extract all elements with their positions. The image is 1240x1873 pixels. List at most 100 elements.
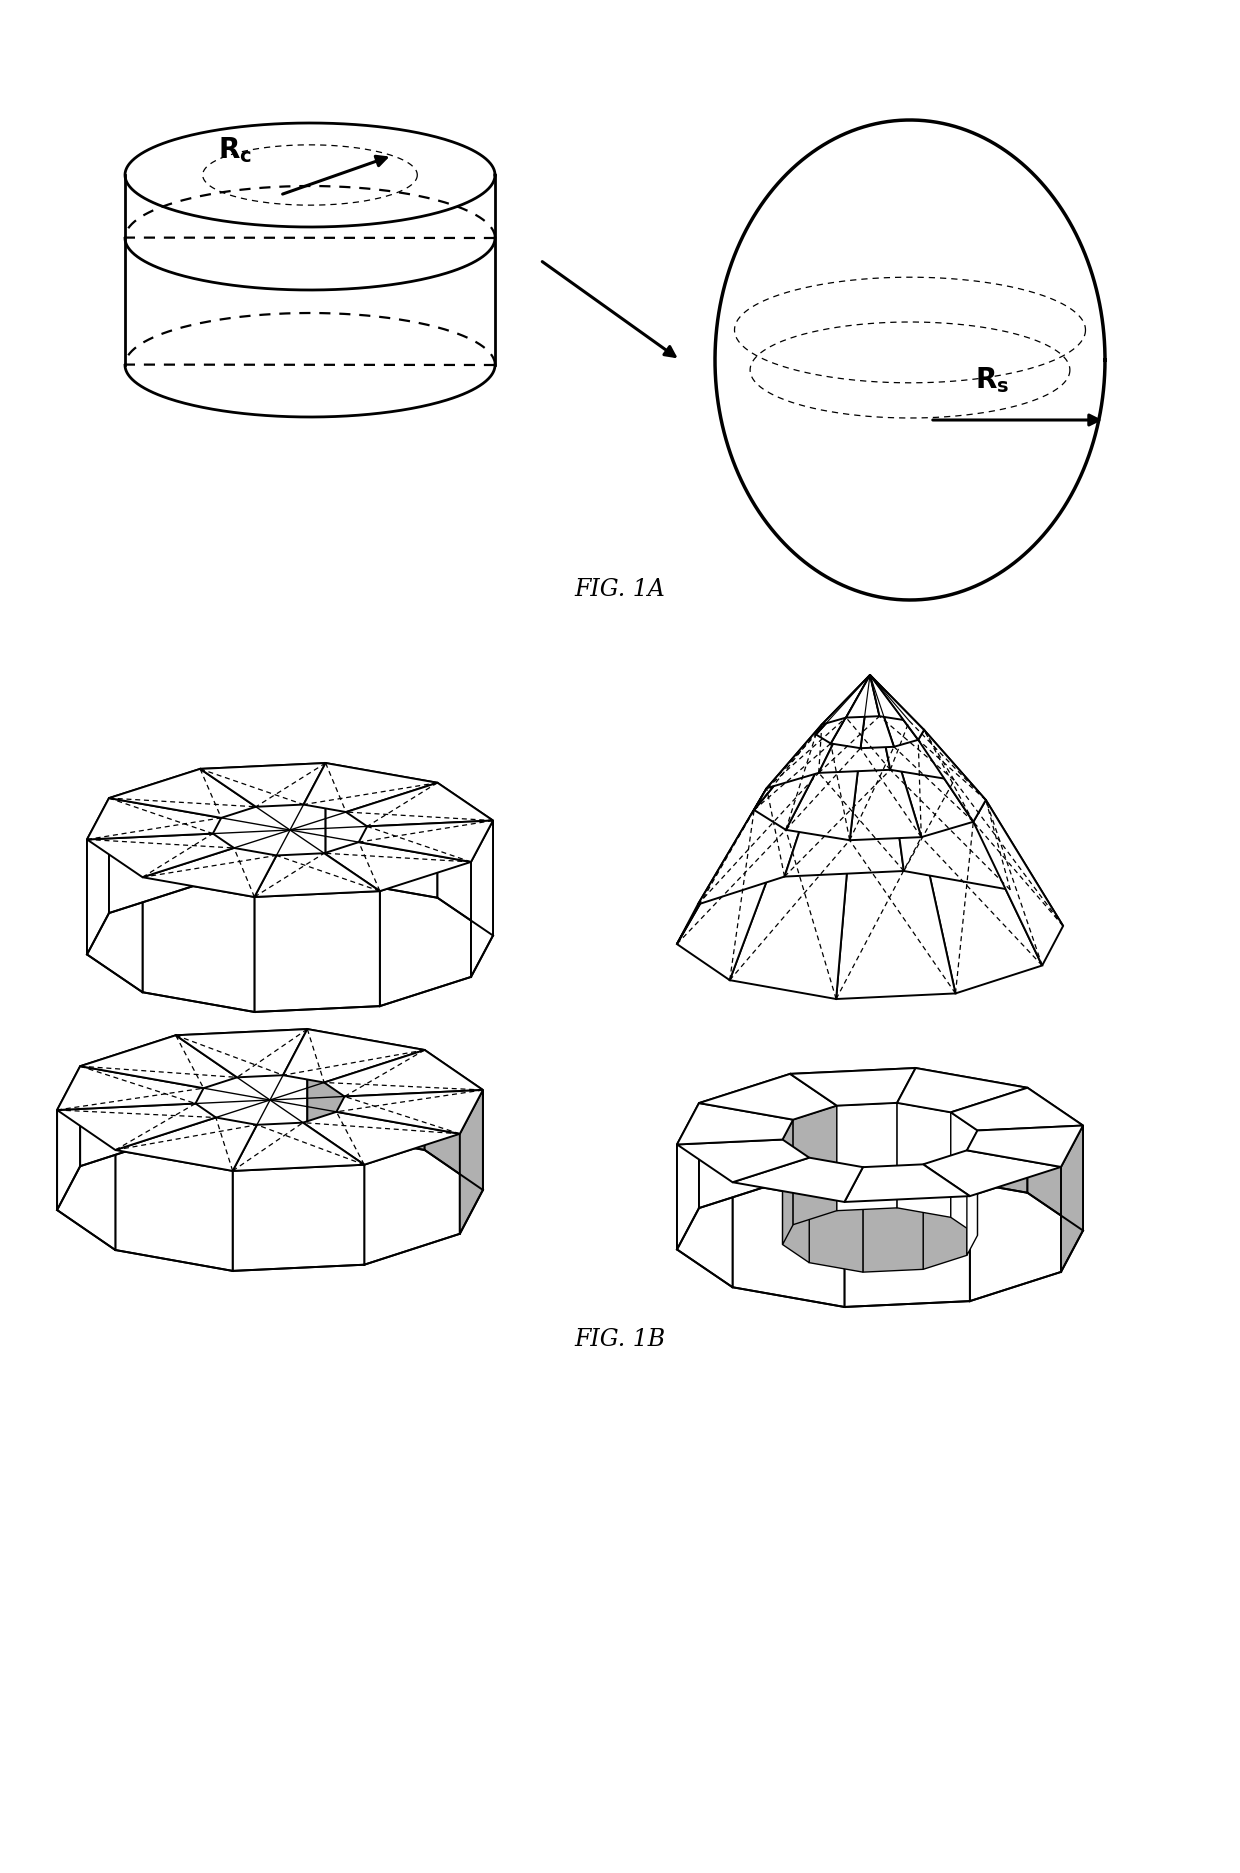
Polygon shape bbox=[677, 1139, 810, 1182]
Polygon shape bbox=[87, 798, 109, 955]
Polygon shape bbox=[816, 674, 870, 734]
Polygon shape bbox=[324, 1051, 482, 1096]
Polygon shape bbox=[733, 1182, 844, 1307]
Polygon shape bbox=[831, 674, 870, 747]
Polygon shape bbox=[844, 1197, 970, 1307]
Polygon shape bbox=[346, 783, 494, 826]
Polygon shape bbox=[733, 1158, 863, 1202]
Polygon shape bbox=[176, 1028, 308, 1077]
Polygon shape bbox=[326, 762, 438, 897]
Polygon shape bbox=[677, 809, 786, 980]
Polygon shape bbox=[794, 1105, 837, 1225]
Polygon shape bbox=[822, 674, 870, 725]
Text: $\mathbf{R_s}$: $\mathbf{R_s}$ bbox=[975, 365, 1009, 395]
Polygon shape bbox=[365, 1133, 460, 1264]
Polygon shape bbox=[57, 1066, 81, 1210]
Polygon shape bbox=[918, 730, 986, 822]
Polygon shape bbox=[844, 1165, 970, 1202]
Polygon shape bbox=[200, 762, 326, 807]
Polygon shape bbox=[870, 674, 924, 730]
Polygon shape bbox=[818, 715, 890, 774]
Polygon shape bbox=[304, 762, 438, 813]
Polygon shape bbox=[200, 762, 326, 884]
Polygon shape bbox=[754, 725, 822, 809]
Polygon shape bbox=[1061, 1126, 1083, 1272]
Polygon shape bbox=[879, 715, 954, 781]
Polygon shape bbox=[897, 1068, 1028, 1113]
Polygon shape bbox=[699, 1073, 790, 1208]
Polygon shape bbox=[782, 1139, 810, 1262]
Polygon shape bbox=[57, 1103, 216, 1150]
Polygon shape bbox=[460, 1090, 482, 1234]
Polygon shape bbox=[836, 837, 956, 998]
Polygon shape bbox=[379, 862, 471, 1006]
Polygon shape bbox=[816, 674, 870, 744]
Polygon shape bbox=[143, 848, 277, 897]
Text: FIG. 1B: FIG. 1B bbox=[574, 1328, 666, 1352]
Polygon shape bbox=[951, 1113, 977, 1236]
Polygon shape bbox=[909, 721, 986, 800]
Polygon shape bbox=[677, 789, 766, 944]
Text: $\mathbf{R_c}$: $\mathbf{R_c}$ bbox=[218, 135, 252, 165]
Polygon shape bbox=[754, 734, 831, 830]
Polygon shape bbox=[81, 1036, 176, 1167]
Polygon shape bbox=[677, 1103, 794, 1144]
Polygon shape bbox=[303, 1113, 460, 1165]
Polygon shape bbox=[358, 820, 494, 862]
Polygon shape bbox=[967, 1131, 977, 1255]
Polygon shape bbox=[324, 843, 471, 892]
Polygon shape bbox=[471, 820, 494, 978]
Polygon shape bbox=[790, 1068, 915, 1105]
Polygon shape bbox=[115, 1150, 233, 1272]
Polygon shape bbox=[897, 1103, 951, 1217]
Polygon shape bbox=[308, 1028, 424, 1150]
Polygon shape bbox=[790, 1068, 915, 1178]
Polygon shape bbox=[109, 770, 255, 819]
Polygon shape bbox=[233, 1122, 365, 1171]
Polygon shape bbox=[849, 747, 921, 841]
Polygon shape bbox=[921, 822, 1042, 993]
Polygon shape bbox=[57, 1111, 115, 1249]
Polygon shape bbox=[923, 1150, 967, 1270]
Polygon shape bbox=[87, 833, 234, 877]
Polygon shape bbox=[254, 892, 379, 1011]
Polygon shape bbox=[766, 717, 846, 789]
Polygon shape bbox=[336, 1090, 482, 1133]
Polygon shape bbox=[861, 674, 894, 747]
Polygon shape bbox=[677, 1144, 733, 1287]
Polygon shape bbox=[890, 770, 1011, 890]
Polygon shape bbox=[438, 783, 494, 935]
Polygon shape bbox=[894, 740, 973, 837]
Polygon shape bbox=[677, 1103, 699, 1249]
Polygon shape bbox=[1028, 1088, 1083, 1231]
Polygon shape bbox=[863, 1165, 923, 1272]
Polygon shape bbox=[967, 1126, 1083, 1167]
Polygon shape bbox=[870, 674, 924, 740]
Polygon shape bbox=[923, 1150, 1061, 1197]
Polygon shape bbox=[176, 1028, 308, 1135]
Polygon shape bbox=[81, 1036, 237, 1088]
Polygon shape bbox=[951, 1088, 1083, 1131]
Polygon shape bbox=[837, 1103, 897, 1210]
Polygon shape bbox=[954, 781, 1063, 925]
Polygon shape bbox=[109, 770, 200, 912]
Polygon shape bbox=[698, 774, 818, 905]
Polygon shape bbox=[782, 1120, 794, 1244]
Polygon shape bbox=[87, 798, 221, 839]
Polygon shape bbox=[870, 674, 909, 721]
Polygon shape bbox=[254, 854, 379, 897]
Polygon shape bbox=[810, 1158, 863, 1272]
Polygon shape bbox=[143, 877, 254, 1011]
Polygon shape bbox=[57, 1066, 203, 1111]
Polygon shape bbox=[283, 1028, 424, 1083]
Polygon shape bbox=[729, 830, 849, 998]
Polygon shape bbox=[870, 674, 918, 747]
Polygon shape bbox=[785, 770, 904, 877]
Polygon shape bbox=[115, 1118, 257, 1171]
Polygon shape bbox=[846, 674, 879, 717]
Polygon shape bbox=[424, 1051, 482, 1189]
Polygon shape bbox=[970, 1167, 1061, 1302]
Polygon shape bbox=[87, 839, 143, 993]
Text: FIG. 1A: FIG. 1A bbox=[574, 579, 666, 601]
Polygon shape bbox=[973, 800, 1063, 965]
